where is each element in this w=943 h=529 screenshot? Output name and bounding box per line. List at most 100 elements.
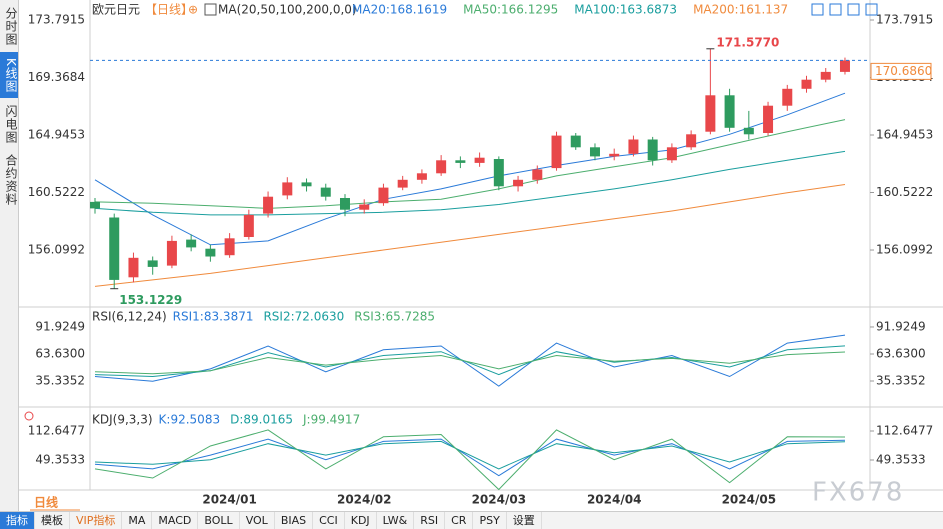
x-tick-label: 2024/02 bbox=[337, 493, 391, 507]
y-tick-label: 91.9249 bbox=[876, 319, 926, 333]
symbol: 欧元日元 bbox=[92, 3, 140, 17]
candle-body bbox=[436, 160, 447, 174]
toolbar-item[interactable]: PSY bbox=[473, 512, 507, 529]
candle-body bbox=[282, 182, 293, 196]
panel-borders bbox=[19, 0, 943, 491]
candle-body bbox=[320, 187, 331, 197]
y-tick-label: 63.6300 bbox=[35, 346, 85, 360]
kdj-legend: D:89.0165 bbox=[230, 413, 293, 427]
candle-body bbox=[90, 201, 100, 209]
candle-body bbox=[186, 239, 197, 248]
toolbar-item[interactable]: CCI bbox=[313, 512, 345, 529]
candle-body bbox=[532, 169, 543, 180]
toolbar-item[interactable]: CR bbox=[445, 512, 474, 529]
ma-legend: MA100:163.6873 bbox=[574, 3, 677, 17]
kdj-line bbox=[94, 429, 846, 491]
toolbar-item[interactable]: KDJ bbox=[345, 512, 377, 529]
rsi-legend: RSI1:83.3871 bbox=[173, 310, 254, 324]
y-tick-label: 164.9453 bbox=[876, 128, 933, 142]
icon: ⊕ bbox=[188, 3, 198, 17]
rsi-line bbox=[94, 334, 846, 387]
candle-body bbox=[743, 127, 754, 135]
y-tick-label: 91.9249 bbox=[35, 319, 85, 333]
y-tick-label: 35.3352 bbox=[876, 374, 926, 388]
toolbar-item[interactable]: MA bbox=[122, 512, 153, 529]
candle-body bbox=[474, 157, 485, 163]
period-tab: 日线 bbox=[34, 495, 58, 510]
last-price-box bbox=[870, 62, 932, 80]
candle-body bbox=[416, 173, 427, 180]
candle-body bbox=[551, 135, 562, 169]
rsi-title: RSI(6,12,24) bbox=[92, 310, 167, 324]
candle-body bbox=[647, 139, 658, 161]
ma-icon[interactable] bbox=[204, 3, 217, 16]
y-tick-label: 49.3533 bbox=[35, 452, 85, 466]
candle-body bbox=[301, 182, 312, 187]
candle-body bbox=[166, 240, 177, 266]
tab[interactable]: 分时图 bbox=[4, 6, 18, 46]
y-tick-label: 112.6477 bbox=[876, 424, 933, 438]
y-tick-label: 169.3684 bbox=[28, 70, 85, 84]
rsi-legend: RSI2:72.0630 bbox=[263, 310, 344, 324]
candle-body bbox=[763, 105, 774, 133]
y-tick-label: 156.0992 bbox=[28, 243, 85, 257]
sidebar: 分时图 K线图 闪电图 合约资料 bbox=[0, 0, 19, 528]
ma-legend: MA20:168.1619 bbox=[352, 3, 447, 17]
toolbar-item[interactable]: VOL bbox=[240, 512, 275, 529]
toolbar-item[interactable]: 指标 bbox=[0, 512, 35, 529]
tab[interactable]: 合约资料 bbox=[4, 154, 18, 206]
y-tick-label: 63.6300 bbox=[876, 346, 926, 360]
y-tick-label: 160.5222 bbox=[876, 185, 933, 199]
toolbar-item[interactable]: 设置 bbox=[507, 512, 542, 529]
watermark: FX678 bbox=[812, 478, 904, 508]
chart: 欧元日元 【日线】 ⊕ MA(20,50,100,200,0,0) FX678 … bbox=[19, 0, 943, 511]
candle-body bbox=[570, 135, 581, 148]
candle-body bbox=[724, 95, 735, 128]
candle-body bbox=[224, 238, 235, 256]
tab[interactable]: K线图 bbox=[0, 52, 18, 98]
candle-body bbox=[493, 158, 504, 187]
ma-legend: MA200:161.137 bbox=[693, 3, 788, 17]
kdj-legend: K:92.5083 bbox=[159, 413, 221, 427]
y-tick-label: 156.0992 bbox=[876, 243, 933, 257]
kdj-line bbox=[94, 438, 846, 477]
x-tick-label: 2024/04 bbox=[587, 493, 641, 507]
candle-body bbox=[128, 257, 139, 278]
candle-body bbox=[801, 79, 812, 89]
candle-body bbox=[666, 147, 677, 161]
candle-body bbox=[609, 153, 620, 157]
candle-body bbox=[513, 179, 524, 187]
candle-body bbox=[359, 204, 370, 210]
toolbar-item[interactable]: RSI bbox=[414, 512, 446, 529]
toolbar: 指标 模板 VIP指标 MA MACD BOLL VOL BIAS CCI KDJ LW& RSI CR… bbox=[0, 511, 943, 529]
tab[interactable]: 闪电图 bbox=[4, 104, 18, 144]
candle-body bbox=[109, 217, 120, 280]
candle-body bbox=[205, 248, 216, 257]
y-tick-label: 49.3533 bbox=[876, 452, 926, 466]
toolbar-item[interactable]: BIAS bbox=[275, 512, 314, 529]
candle-body bbox=[820, 71, 831, 80]
y-tick-label: 164.9453 bbox=[28, 128, 85, 142]
toolbar-item[interactable]: BOLL bbox=[198, 512, 240, 529]
ma-line bbox=[94, 150, 846, 216]
ma-line bbox=[94, 184, 846, 287]
last-price-label: 170.6860 bbox=[875, 64, 932, 78]
rsi-line bbox=[94, 351, 846, 375]
kdj-line bbox=[94, 440, 846, 470]
toolbar-icons[interactable] bbox=[811, 3, 878, 16]
kdj-title: KDJ(9,3,3) bbox=[92, 413, 153, 427]
ma-legend: MA50:166.1295 bbox=[463, 3, 558, 17]
candle-body bbox=[243, 214, 254, 238]
toolbar-item[interactable]: MACD bbox=[152, 512, 199, 529]
candle-body bbox=[455, 160, 466, 163]
ma-line bbox=[94, 119, 846, 209]
y-tick-label: 173.7915 bbox=[876, 13, 933, 27]
toolbar-item[interactable]: 模板 bbox=[35, 512, 70, 529]
toolbar-item[interactable]: VIP指标 bbox=[70, 512, 123, 529]
candle-body bbox=[628, 139, 639, 154]
candle-body bbox=[839, 60, 850, 72]
toolbar-item[interactable]: LW& bbox=[377, 512, 415, 529]
settings-icon[interactable] bbox=[24, 411, 34, 421]
max-label: 171.5770 bbox=[716, 35, 779, 49]
